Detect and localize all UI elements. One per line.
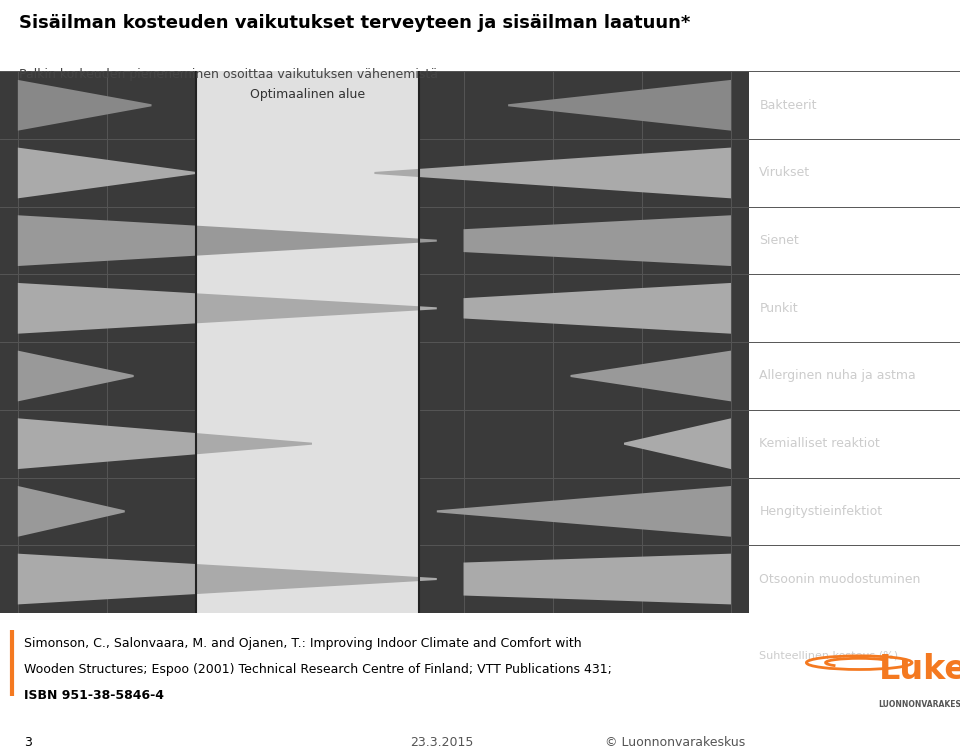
Polygon shape xyxy=(464,283,731,334)
Text: Simonson, C., Salonvaara, M. and Ojanen, T.: Improving Indoor Climate and Comfor: Simonson, C., Salonvaara, M. and Ojanen,… xyxy=(24,637,582,650)
Polygon shape xyxy=(464,553,731,605)
Text: Virukset: Virukset xyxy=(759,166,810,180)
Bar xyxy=(196,71,419,613)
Polygon shape xyxy=(624,418,731,469)
Polygon shape xyxy=(18,215,437,266)
Text: 3: 3 xyxy=(24,736,32,749)
Text: © Luonnonvarakeskus: © Luonnonvarakeskus xyxy=(605,736,745,749)
Text: Sienet: Sienet xyxy=(759,234,799,247)
Text: 23.3.2015: 23.3.2015 xyxy=(410,736,473,749)
Polygon shape xyxy=(570,350,731,402)
Text: ISBN 951-38-5846-4: ISBN 951-38-5846-4 xyxy=(24,689,164,702)
Polygon shape xyxy=(18,283,437,334)
Polygon shape xyxy=(437,486,731,537)
Polygon shape xyxy=(508,80,731,131)
Text: Sisäilman kosteuden vaikutukset terveyteen ja sisäilman laatuun*: Sisäilman kosteuden vaikutukset terveyte… xyxy=(19,14,690,32)
Text: 30 %: 30 % xyxy=(179,650,214,664)
Polygon shape xyxy=(18,350,133,402)
Text: Otsoonin muodostuminen: Otsoonin muodostuminen xyxy=(759,572,921,586)
Polygon shape xyxy=(18,147,196,199)
Text: Bakteerit: Bakteerit xyxy=(759,99,817,112)
Text: Palkin korkeuden pieneneminen osoittaa vaikutuksen vähenemistä: Palkin korkeuden pieneneminen osoittaa v… xyxy=(19,68,438,80)
Polygon shape xyxy=(374,147,731,199)
Polygon shape xyxy=(18,553,437,605)
Text: Luke: Luke xyxy=(878,653,960,686)
Polygon shape xyxy=(18,486,125,537)
Polygon shape xyxy=(464,215,731,266)
Text: LUONNONVARAKESKUS: LUONNONVARAKESKUS xyxy=(878,700,960,709)
Text: Allerginen nuha ja astma: Allerginen nuha ja astma xyxy=(759,369,916,383)
Polygon shape xyxy=(18,418,312,469)
Text: Punkit: Punkit xyxy=(759,302,798,315)
Text: Wooden Structures; Espoo (2001) Technical Research Centre of Finland; VTT Public: Wooden Structures; Espoo (2001) Technica… xyxy=(24,663,612,675)
Text: Suhteellinen kosteus (%): Suhteellinen kosteus (%) xyxy=(759,650,899,660)
Text: Kemialliset reaktiot: Kemialliset reaktiot xyxy=(759,437,880,450)
Text: 55 %: 55 % xyxy=(401,650,437,664)
Text: Optimaalinen alue: Optimaalinen alue xyxy=(250,88,365,102)
Text: Hengitystieinfektiot: Hengitystieinfektiot xyxy=(759,505,882,518)
Polygon shape xyxy=(18,80,152,131)
